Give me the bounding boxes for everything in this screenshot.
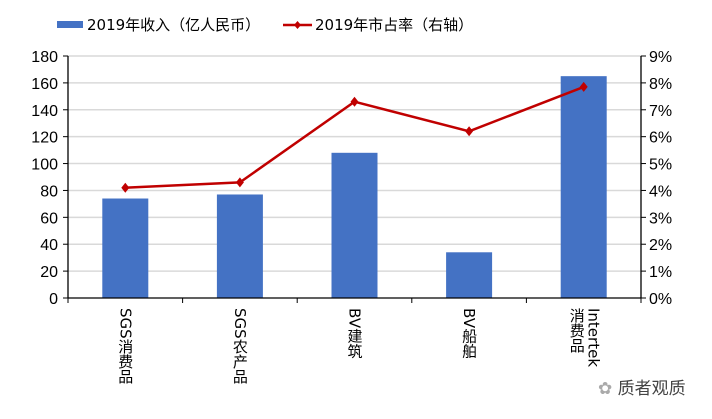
right-tick-label: 9% (649, 49, 672, 66)
left-tick-label: 180 (31, 49, 58, 66)
legend-label: 2019年收入（亿人民币） (87, 16, 260, 34)
left-tick-label: 40 (40, 237, 58, 254)
x-tick-label: BV船舶 (460, 308, 478, 359)
right-tick-label: 3% (649, 210, 672, 227)
legend-bar-swatch (57, 21, 83, 28)
left-tick-label: 160 (31, 76, 58, 93)
right-tick-label: 5% (649, 157, 672, 174)
left-tick-label: 80 (40, 183, 58, 200)
line-marker (579, 81, 588, 92)
right-tick-label: 8% (649, 76, 672, 93)
legend-label: 2019年市占率（右轴） (315, 16, 473, 34)
bar (560, 76, 607, 299)
right-tick-label: 7% (649, 103, 672, 120)
x-tick-label: SGS消费品 (116, 308, 134, 384)
right-tick-label: 6% (649, 130, 672, 147)
line-marker (465, 126, 474, 137)
x-tick-label: BV建筑 (345, 308, 363, 359)
right-tick-label: 1% (649, 264, 672, 281)
left-tick-label: 0 (49, 291, 58, 308)
watermark: ✿ 质者观质 (598, 379, 686, 399)
wechat-icon: ✿ (598, 379, 618, 399)
line-marker (235, 177, 244, 188)
line-marker (350, 96, 359, 107)
right-tick-label: 2% (649, 237, 672, 254)
bar (446, 252, 493, 298)
left-tick-label: 140 (31, 103, 58, 120)
x-tick-label: Intertek消费品 (567, 308, 602, 368)
bar (216, 194, 263, 298)
bar (331, 152, 378, 298)
right-tick-label: 4% (649, 183, 672, 200)
bar (102, 198, 149, 298)
x-tick-label: SGS农产品 (230, 308, 248, 384)
left-tick-label: 60 (40, 210, 58, 227)
left-tick-label: 100 (31, 157, 58, 174)
left-tick-label: 20 (40, 264, 58, 281)
right-tick-label: 0% (649, 291, 672, 308)
left-tick-label: 120 (31, 130, 58, 147)
legend-marker (294, 21, 301, 29)
line-marker (121, 182, 130, 193)
